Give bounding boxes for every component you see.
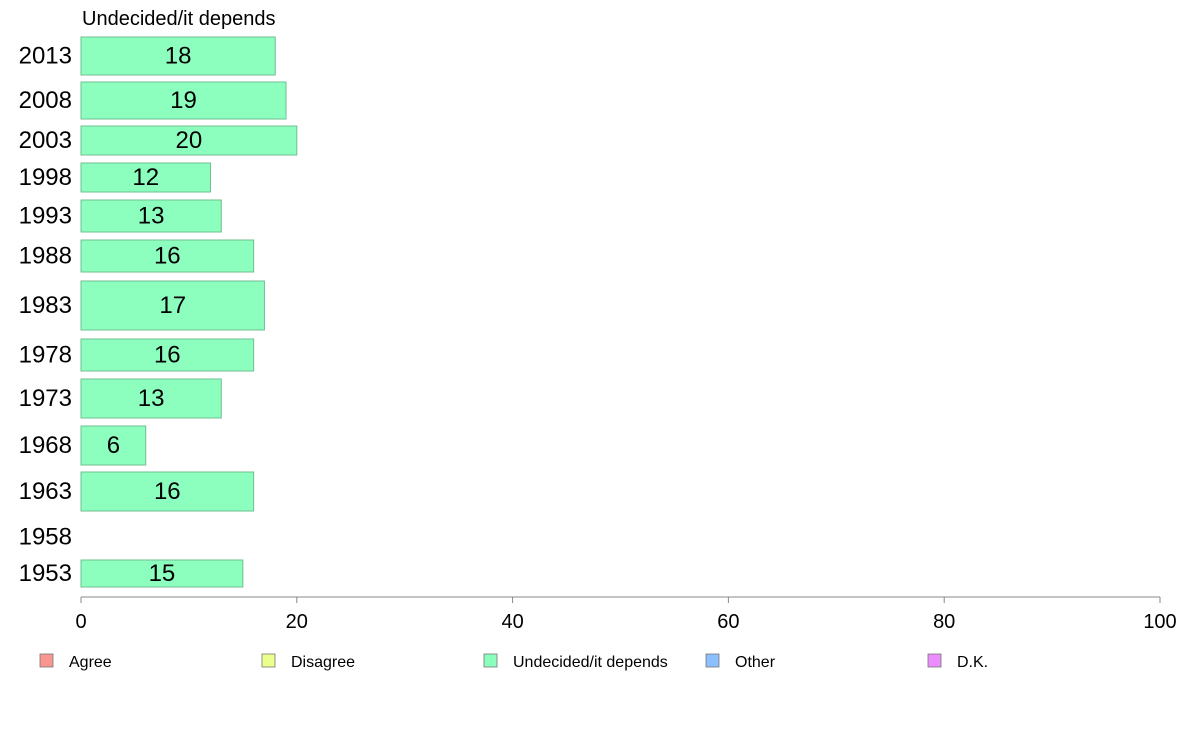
bar-value-label: 12 [132,164,159,191]
x-tick-label: 100 [1143,611,1176,633]
bar-value-label: 16 [154,478,181,505]
bar [80,425,147,466]
legend-label: Disagree [291,654,355,671]
chart-title: Undecided/it depends [82,8,275,30]
year-label: 1963 [19,478,72,505]
year-label: 1953 [19,560,72,587]
year-label: 1998 [19,164,72,191]
bar [80,81,287,120]
bar [80,280,265,331]
bar [80,162,211,193]
year-label: 1958 [19,524,72,551]
bar-value-label: 6 [107,432,120,459]
year-label: 1968 [19,432,72,459]
year-label: 1988 [19,243,72,270]
bar-value-label: 19 [170,87,197,114]
x-tick-label: 60 [717,611,739,633]
legend-swatch [39,653,54,668]
bar-value-label: 16 [154,243,181,270]
bar [80,338,255,372]
bar-value-label: 15 [149,560,176,587]
x-tick-label: 0 [75,611,86,633]
legend-label: Other [735,654,776,671]
bar [80,471,255,512]
legend: Agree Disagree Undecided/it depends Other D.… [39,653,988,671]
bar [80,239,255,273]
legend-swatch [483,653,498,668]
year-label: 1993 [19,203,72,230]
bar [80,125,298,156]
bar [80,378,222,419]
legend-swatch [705,653,720,668]
legend-label: Undecided/it depends [513,654,668,671]
x-tick-label: 40 [501,611,523,633]
year-label: 1978 [19,342,72,369]
legend-label: D.K. [957,654,988,671]
year-label: 2008 [19,87,72,114]
bar [80,36,276,76]
x-tick-label: 80 [933,611,955,633]
bars-group: 2013 18 2008 19 2003 20 1998 12 1993 13 1988 16 1983… [19,36,298,588]
bar-value-label: 16 [154,342,181,369]
bar-value-label: 20 [176,127,203,154]
legend-label: Agree [69,654,112,671]
legend-swatch [927,653,942,668]
bar-value-label: 17 [159,292,186,319]
year-label: 2003 [19,127,72,154]
legend-swatch [261,653,276,668]
bar [80,199,222,233]
bar-value-label: 18 [165,43,192,70]
year-label: 1983 [19,292,72,319]
x-axis: 0 20 40 60 80 100 [75,596,1177,633]
bar-value-label: 13 [138,203,165,230]
year-label: 1973 [19,385,72,412]
bar [80,559,244,588]
x-tick-label: 20 [286,611,308,633]
bar-value-label: 13 [138,385,165,412]
year-label: 2013 [19,43,72,70]
